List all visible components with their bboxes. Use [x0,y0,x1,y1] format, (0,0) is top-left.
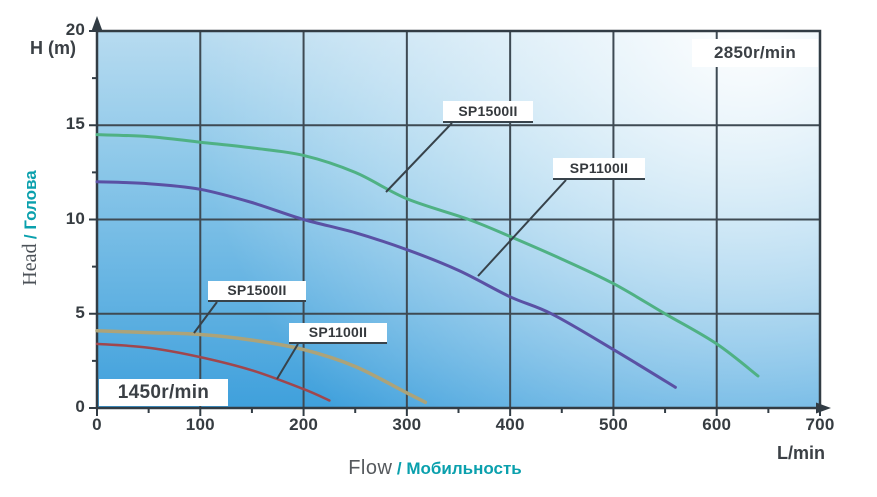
x-axis-unit-label: L/min [777,443,825,463]
x-axis-title: Flow / Мобильность [290,457,580,480]
y-tick-label: 20 [65,20,85,39]
x-tick-label: 100 [185,415,215,434]
x-axis-title-ru: / Мобильность [396,459,522,478]
y-axis-unit-label: H (m) [30,38,76,58]
curve-label-box: SP1500II [208,281,306,302]
curve-label-leader [276,343,299,380]
y-axis-title-en: Head [19,243,41,286]
curve-label-leader [193,301,218,334]
y-tick-label: 10 [65,208,85,228]
y-axis-title-ru: / Голова [21,170,40,240]
curve-label-box: SP1500II [443,101,533,123]
curve-sp1500ii-2850r/min [95,133,760,378]
x-tick-label: 600 [702,415,732,434]
x-tick-label: 300 [392,415,422,434]
x-tick-label: 200 [289,415,319,434]
x-tick-label: 0 [92,415,102,434]
curve-label-leader [477,179,567,277]
curve-label-box: SP1100II [289,323,387,344]
y-tick-label: 15 [65,114,85,134]
curve-sp1100ii-2850r/min [95,180,677,389]
x-tick-label: 400 [495,415,525,434]
curve-label-leader [385,122,453,193]
x-axis-title-en: Flow [348,457,393,479]
curve-sp1100ii-1450r/min [95,342,331,402]
curve-label-box: SP1100II [553,158,645,180]
y-tick-label: 0 [75,397,85,416]
speed-label-2850: 2850r/min [692,39,818,67]
x-tick-label: 500 [598,415,628,434]
curve-sp1500ii-1450r/min [95,328,428,405]
x-tick-label: 700 [805,415,835,434]
curve-label-leaders [193,122,567,380]
y-tick-label: 5 [75,302,85,322]
speed-label-1450: 1450r/min [99,379,228,406]
axis-arrows [91,16,831,414]
pump-curves [95,133,760,405]
